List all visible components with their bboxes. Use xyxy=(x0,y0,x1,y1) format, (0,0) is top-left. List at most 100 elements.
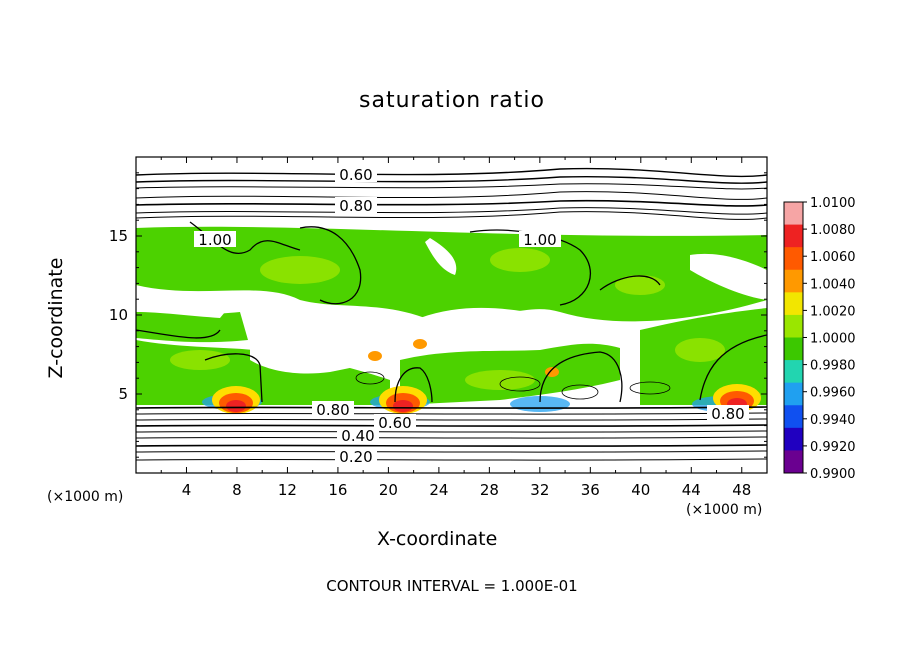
colorbar-label: 1.0100 xyxy=(810,196,856,211)
field-upper-green xyxy=(136,226,767,323)
contour-label: 0.80 xyxy=(711,405,744,423)
contour-upper xyxy=(136,207,767,215)
colorbar-label: 1.0080 xyxy=(810,223,856,238)
field-patch xyxy=(490,248,550,272)
colorbar-swatch xyxy=(784,314,803,338)
hotspot-red xyxy=(226,400,246,412)
contour-saturation xyxy=(699,334,767,401)
x-axis-unit-left: (×1000 m) xyxy=(47,489,124,505)
colorbar-swatch xyxy=(784,247,803,271)
y-axis-label: Z-coordinate xyxy=(45,257,67,379)
contour-lower xyxy=(136,406,767,409)
colorbar-label: 1.0040 xyxy=(810,277,856,292)
x-tick-label: 36 xyxy=(581,481,600,499)
field-dry-left xyxy=(136,290,230,318)
contour-label-bg xyxy=(374,414,416,430)
colorbar-label: 0.9980 xyxy=(810,359,856,374)
contour-upper xyxy=(136,199,767,207)
field-dry-gap xyxy=(250,307,560,374)
contour-label-bg xyxy=(194,231,236,247)
contour-label: 0.60 xyxy=(378,414,411,432)
contour-saturation xyxy=(539,351,623,403)
contour-upper xyxy=(136,211,767,220)
hotspot-small xyxy=(413,339,427,349)
hotspot-small xyxy=(368,351,382,361)
colorbar-label: 1.0060 xyxy=(810,250,856,265)
colorbar-swatch xyxy=(784,337,803,361)
x-tick-label: 32 xyxy=(530,481,549,499)
contour-interval-note: CONTOUR INTERVAL = 1.000E-01 xyxy=(326,577,578,595)
contour-label: 0.80 xyxy=(316,401,349,419)
contour-lower xyxy=(136,458,767,461)
plot-area: 0.60 0.80 1.00 1.00 0.80 0.60 0.80 0.40 0.20 xyxy=(136,166,767,466)
field-patch xyxy=(260,256,340,284)
contour-label: 0.40 xyxy=(341,427,374,445)
contour-label: 0.80 xyxy=(339,197,372,215)
colorbar-label: 0.9920 xyxy=(810,440,856,455)
contour-label-bg xyxy=(335,197,377,213)
x-tick-label: 20 xyxy=(379,481,398,499)
colorbar-label: 0.9940 xyxy=(810,413,856,428)
colorbar-label: 0.9960 xyxy=(810,386,856,401)
field-dry-right xyxy=(690,253,767,300)
contour-lower xyxy=(136,418,767,421)
hotspot-red xyxy=(393,400,413,412)
contour-dry xyxy=(629,381,671,395)
contour-upper xyxy=(136,175,767,184)
field-patch xyxy=(675,338,725,362)
colorbar-swatch xyxy=(784,292,803,316)
contour-saturation xyxy=(394,367,433,403)
contour-upper xyxy=(136,183,767,190)
contour-lower xyxy=(136,444,767,447)
contour-lower xyxy=(136,430,767,433)
x-tick-label: 8 xyxy=(232,481,242,499)
contour-saturation xyxy=(599,275,661,291)
colorbar-swatch xyxy=(784,382,803,406)
field-dry-notch xyxy=(425,238,457,275)
field-patch xyxy=(465,370,535,390)
contour-saturation xyxy=(136,329,221,339)
contour-label: 0.20 xyxy=(339,448,372,466)
contour-lower xyxy=(136,412,767,415)
contour-lower xyxy=(136,450,767,453)
y-tick-label: 5 xyxy=(118,385,128,403)
y-tick-label: 15 xyxy=(109,227,128,245)
colorbar-label: 0.9900 xyxy=(810,467,856,482)
contour-lower xyxy=(136,424,767,427)
contour-label-bg xyxy=(335,166,377,182)
colorbar-label: 1.0020 xyxy=(810,304,856,319)
contour-upper xyxy=(136,167,767,178)
x-tick-label: 12 xyxy=(278,481,297,499)
contour-saturation xyxy=(469,229,591,306)
contour-label-bg xyxy=(312,401,354,417)
contour-label-bg xyxy=(519,231,561,247)
x-tick-label: 16 xyxy=(328,481,347,499)
contour-label: 0.60 xyxy=(339,166,372,184)
contour-label-bg xyxy=(337,427,379,443)
x-tick-label: 4 xyxy=(182,481,192,499)
contour-label-bg xyxy=(335,448,377,464)
x-tick-label: 48 xyxy=(732,481,751,499)
colorbar-swatch xyxy=(784,405,803,429)
colorbar-swatch xyxy=(784,450,803,474)
contour-dry xyxy=(355,371,385,385)
x-tick-label: 28 xyxy=(480,481,499,499)
x-axis-label: X-coordinate xyxy=(377,528,498,550)
colorbar-swatch xyxy=(784,360,803,384)
y-tick-label: 10 xyxy=(109,306,128,324)
contour-upper xyxy=(136,191,767,200)
x-axis-unit-right: (×1000 m) xyxy=(686,502,763,518)
colorbar-label: 1.0000 xyxy=(810,332,856,347)
field-patch xyxy=(615,275,665,295)
chart-title: saturation ratio xyxy=(359,88,545,113)
x-tick-label: 24 xyxy=(429,481,448,499)
colorbar-swatch xyxy=(784,427,803,451)
contour-saturation xyxy=(204,353,263,403)
contour-dry xyxy=(561,384,599,400)
contour-label: 1.00 xyxy=(523,231,556,249)
contour-dry xyxy=(499,376,541,392)
x-tick-label: 40 xyxy=(631,481,650,499)
contour-label: 1.00 xyxy=(198,231,231,249)
contour-label-bg xyxy=(707,405,749,421)
